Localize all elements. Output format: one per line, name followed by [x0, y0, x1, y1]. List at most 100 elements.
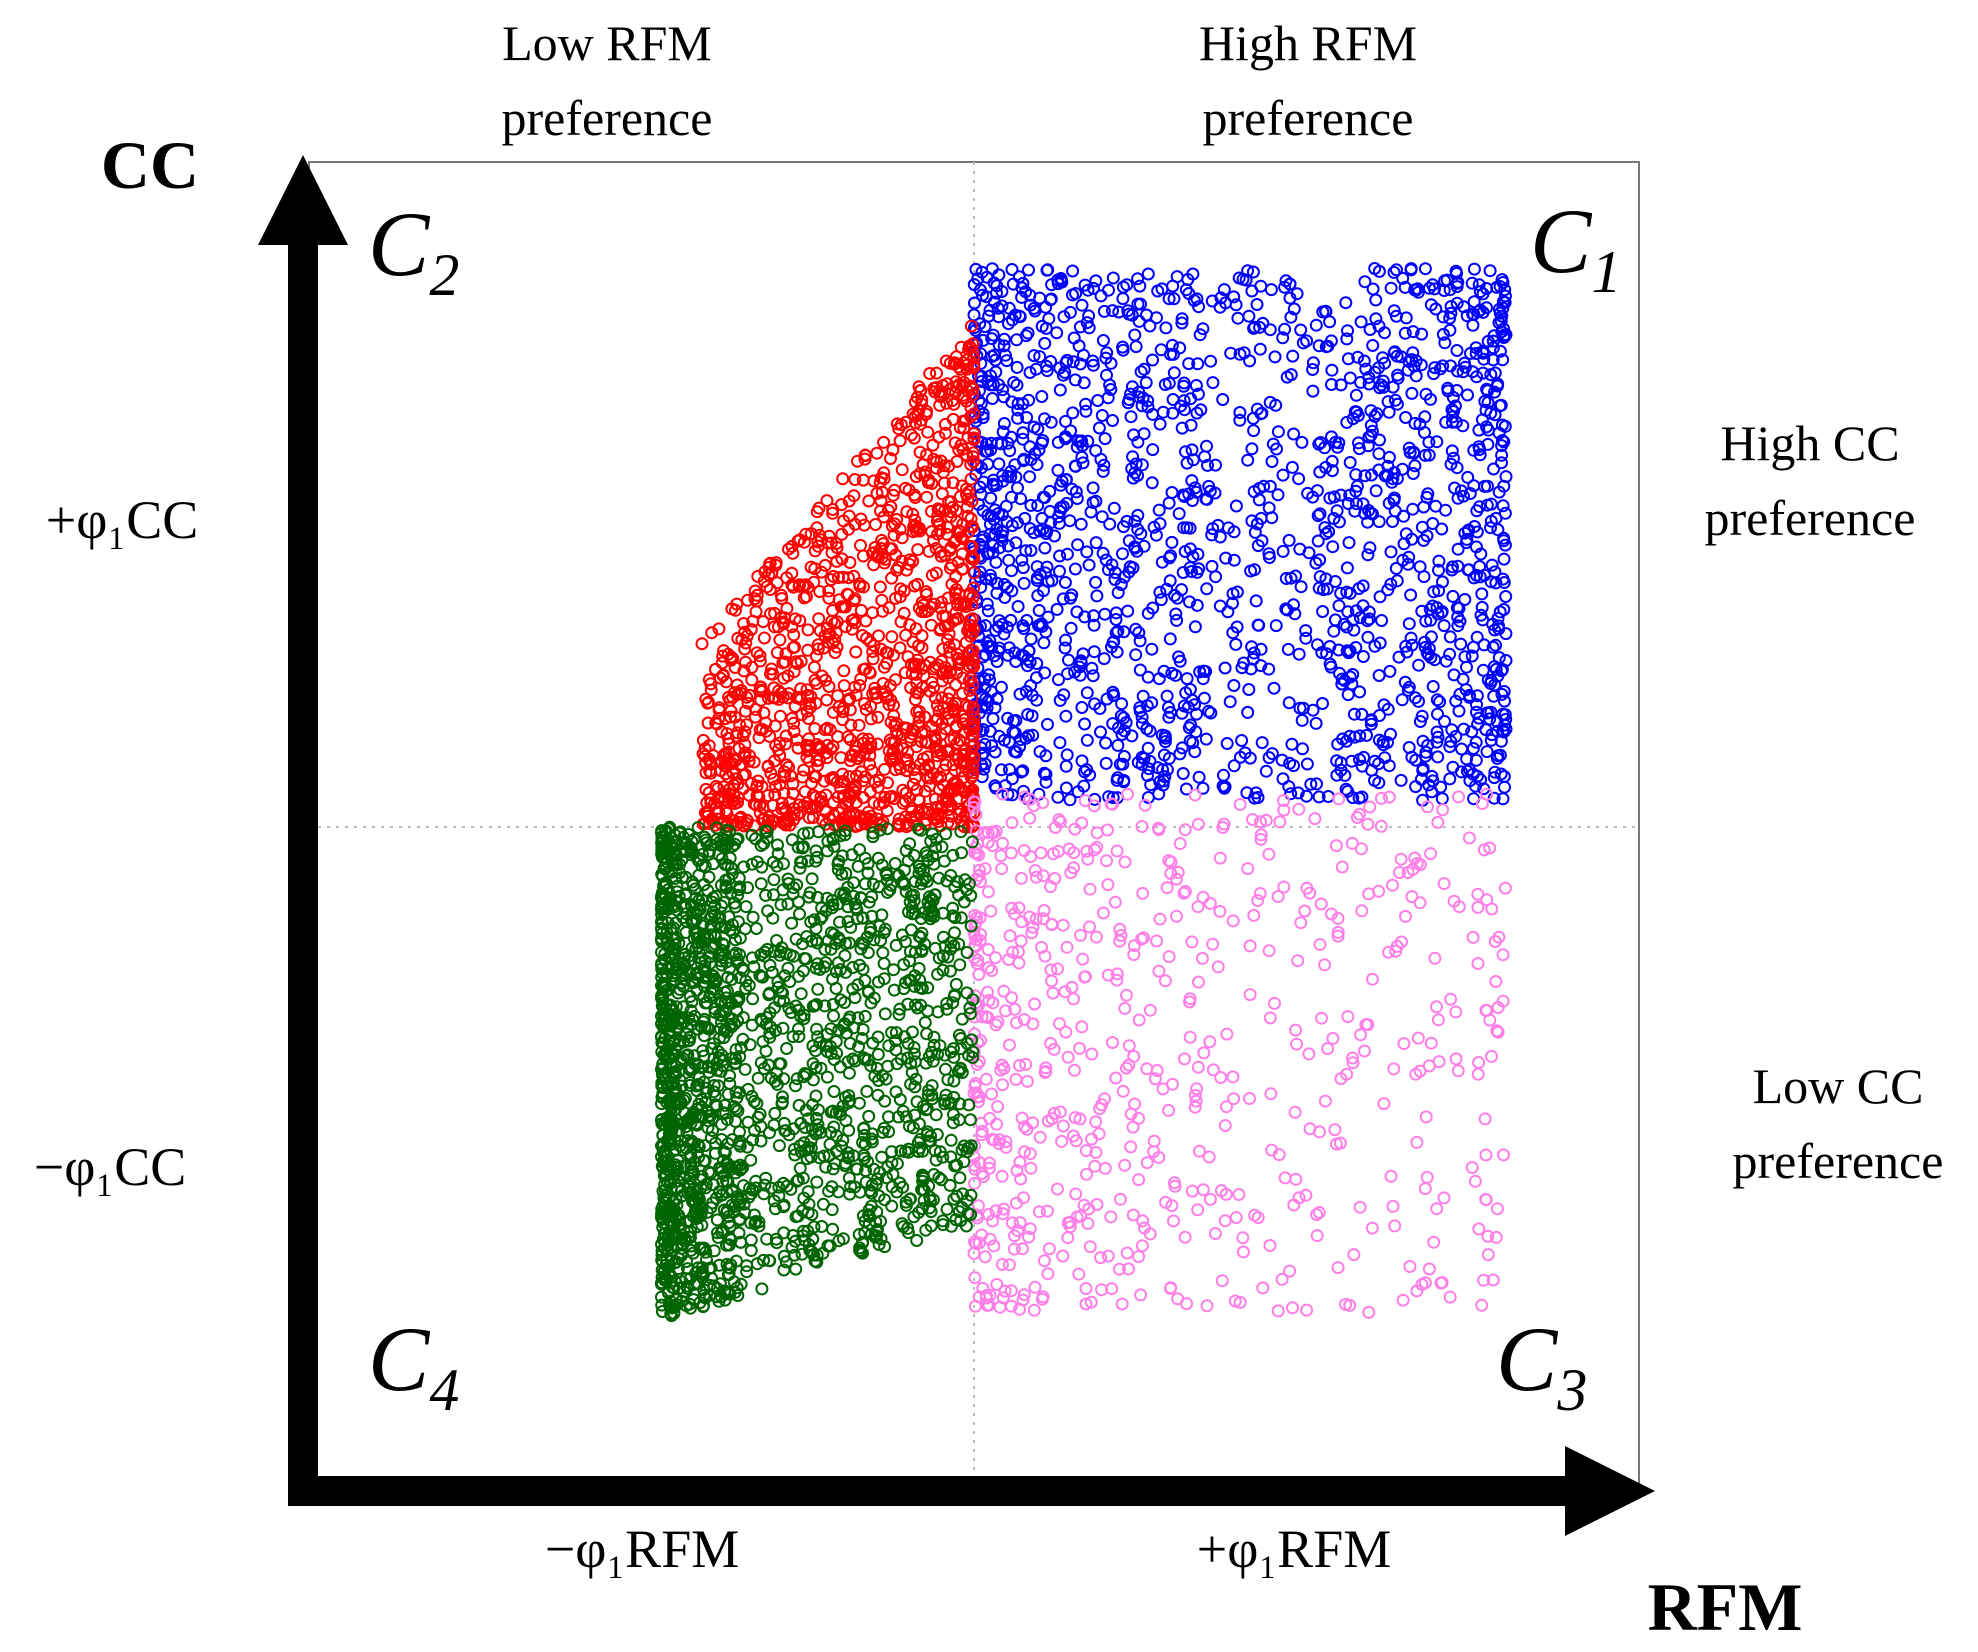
data-point-c2	[790, 733, 804, 747]
data-point-c3	[1167, 1214, 1180, 1228]
data-point-c1	[1493, 399, 1507, 413]
data-point-c1	[1064, 621, 1078, 635]
data-point-c2	[872, 773, 886, 787]
data-point-c2	[930, 770, 944, 784]
data-point-c1	[1451, 364, 1464, 378]
data-point-c1	[1227, 525, 1241, 539]
data-point-c1	[1068, 373, 1082, 387]
data-point-c3	[1362, 1305, 1376, 1319]
data-point-c1	[1197, 691, 1211, 705]
data-point-c3	[1106, 1036, 1119, 1049]
data-point-c4	[857, 1122, 871, 1136]
data-point-c1	[1349, 484, 1363, 498]
data-point-c1	[1384, 281, 1398, 295]
data-point-c3	[1007, 1242, 1021, 1256]
data-point-c1	[1411, 282, 1425, 296]
data-point-c1	[1320, 582, 1334, 596]
data-point-c1	[1259, 764, 1273, 778]
data-point-c4	[791, 840, 805, 854]
data-point-c4	[775, 1095, 789, 1109]
data-point-c1	[1233, 406, 1247, 419]
data-point-c2	[753, 649, 767, 663]
data-point-c2	[867, 796, 881, 810]
data-point-c2	[946, 412, 960, 426]
data-point-c4	[873, 823, 887, 837]
data-point-c1	[1486, 341, 1500, 355]
data-point-c1	[1031, 589, 1045, 603]
data-point-c1	[1366, 282, 1380, 296]
data-point-c3	[1019, 1057, 1033, 1071]
data-point-c3	[1475, 1298, 1489, 1312]
data-point-c2	[800, 683, 814, 697]
data-point-c1	[1179, 445, 1192, 459]
data-point-c1	[1023, 470, 1037, 484]
data-point-c1	[1077, 376, 1091, 390]
data-point-c3	[1313, 938, 1327, 951]
data-point-c1	[1086, 496, 1100, 509]
data-point-c1	[989, 365, 1003, 379]
data-point-c1	[1265, 511, 1279, 525]
data-point-c1	[1064, 591, 1077, 605]
data-point-c1	[1435, 605, 1449, 619]
data-point-c1	[1175, 741, 1189, 755]
data-point-c4	[864, 1059, 878, 1073]
data-point-c2	[756, 615, 770, 629]
data-point-c3	[1243, 939, 1257, 953]
data-point-c2	[786, 546, 800, 560]
data-point-c2	[888, 719, 902, 732]
data-point-c1	[1484, 521, 1497, 535]
data-point-c2	[895, 463, 909, 477]
data-point-c2	[848, 680, 862, 694]
data-point-c1	[1484, 575, 1498, 589]
data-point-c4	[888, 857, 902, 870]
data-point-c3	[1118, 855, 1132, 869]
data-point-c1	[1404, 263, 1418, 277]
data-point-c2	[754, 680, 768, 694]
data-point-c1	[1396, 553, 1410, 567]
data-point-c1	[990, 586, 1004, 600]
data-point-c1	[1128, 541, 1142, 555]
data-point-c2	[954, 340, 968, 354]
data-point-c3	[1479, 1192, 1493, 1206]
data-point-c2	[964, 512, 978, 526]
data-point-c3	[1321, 1042, 1335, 1056]
data-point-c1	[1247, 646, 1261, 660]
data-point-c1	[1370, 407, 1384, 421]
data-point-c4	[908, 906, 922, 920]
data-point-c1	[998, 779, 1012, 793]
data-point-c2	[741, 593, 755, 607]
data-point-c1	[1446, 589, 1460, 603]
data-point-c4	[929, 841, 943, 854]
data-point-c4	[695, 1218, 709, 1232]
data-point-c3	[1291, 954, 1305, 968]
data-point-c3	[1420, 1170, 1434, 1184]
data-point-c1	[1009, 470, 1023, 484]
data-point-c1	[1412, 658, 1426, 672]
data-point-c3	[1413, 896, 1427, 910]
data-point-c1	[1443, 283, 1457, 297]
data-point-c1	[1141, 769, 1154, 782]
data-point-c2	[822, 529, 836, 543]
data-point-c2	[933, 622, 947, 636]
data-point-c3	[1015, 1111, 1029, 1125]
data-point-c2	[836, 701, 850, 715]
data-point-c4	[788, 1148, 802, 1162]
data-point-c4	[954, 1214, 968, 1228]
data-point-c2	[824, 772, 838, 786]
data-point-c1	[1471, 717, 1485, 731]
data-point-c2	[948, 638, 961, 652]
data-point-c4	[878, 1193, 892, 1207]
data-point-c3	[1346, 1056, 1360, 1070]
data-point-c1	[1313, 570, 1327, 584]
data-point-c2	[769, 558, 783, 572]
data-point-c2	[712, 622, 726, 636]
data-point-c3	[1122, 1262, 1135, 1276]
data-point-c3	[1329, 839, 1343, 853]
data-point-c1	[1443, 323, 1457, 337]
data-point-c1	[1100, 368, 1113, 382]
data-point-c2	[862, 494, 876, 508]
data-point-c2	[795, 708, 809, 722]
data-point-c1	[1343, 456, 1357, 469]
data-point-c1	[1089, 575, 1103, 589]
data-point-c2	[967, 553, 981, 566]
